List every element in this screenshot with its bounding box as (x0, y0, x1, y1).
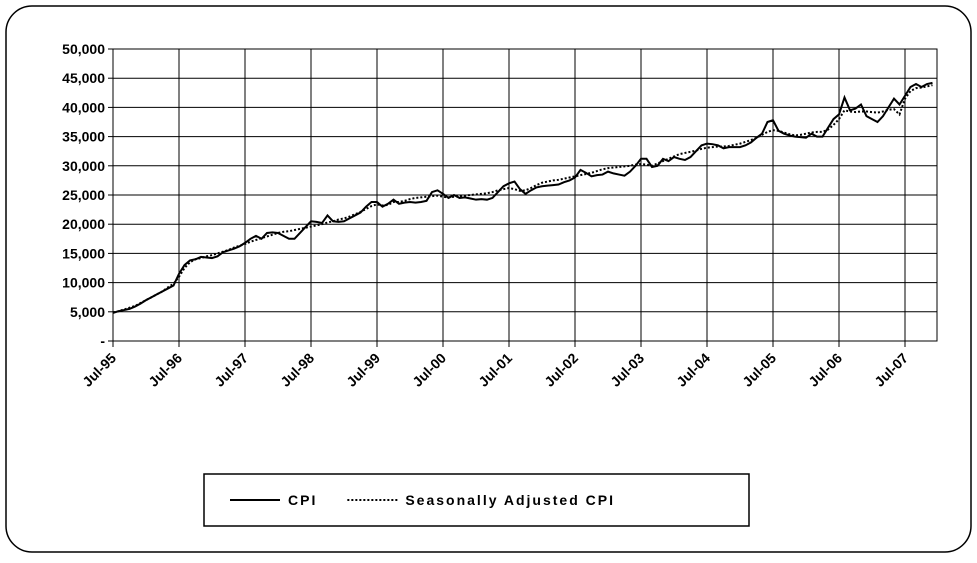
y-tick-label: - (100, 333, 105, 349)
y-tick-label: 45,000 (62, 70, 105, 86)
y-tick-label: 5,000 (70, 304, 105, 320)
legend-label: CPI (288, 492, 317, 508)
legend-label: Seasonally Adjusted CPI (405, 492, 615, 508)
y-tick-label: 10,000 (62, 275, 105, 291)
y-tick-label: 25,000 (62, 187, 105, 203)
line-series (112, 81, 933, 314)
legend-box (203, 473, 750, 527)
line-series (112, 84, 933, 314)
y-tick-label: 30,000 (62, 158, 105, 174)
y-tick-label: 40,000 (62, 99, 105, 115)
y-tick-label: 20,000 (62, 216, 105, 232)
legend: CPI Seasonally Adjusted CPI (203, 473, 750, 527)
y-tick-label: 35,000 (62, 129, 105, 145)
y-tick-label: 15,000 (62, 245, 105, 261)
y-tick-label: 50,000 (62, 41, 105, 57)
